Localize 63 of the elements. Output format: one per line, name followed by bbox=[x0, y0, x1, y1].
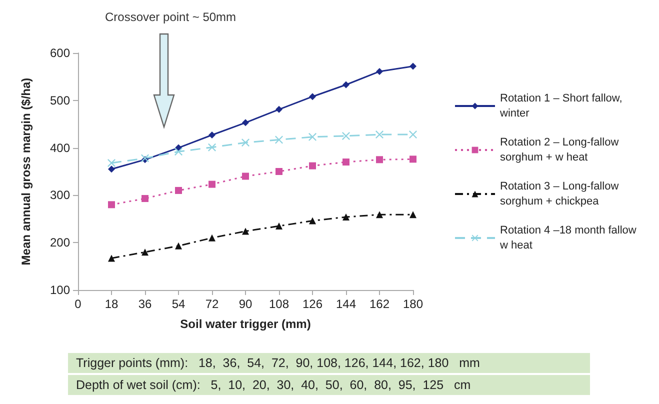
point bbox=[142, 195, 148, 202]
legend-label: Rotation 3 – Long-fallow sorghum + chickpea bbox=[500, 180, 622, 208]
y-tick-label: 400 bbox=[50, 140, 70, 155]
point bbox=[108, 166, 115, 173]
point bbox=[276, 106, 282, 113]
point bbox=[409, 130, 417, 139]
point bbox=[208, 132, 216, 138]
point bbox=[276, 168, 282, 175]
point bbox=[342, 158, 350, 166]
point bbox=[376, 68, 383, 75]
point bbox=[208, 234, 216, 242]
legend-label: Rotation 1 – Short fallow, winter bbox=[499, 92, 626, 120]
point bbox=[342, 81, 350, 88]
point bbox=[242, 119, 249, 126]
point bbox=[108, 201, 115, 208]
x-tick-label: 72 bbox=[205, 297, 219, 311]
y-axis-title: Mean annual gross margin ($/ha) bbox=[19, 78, 33, 266]
point bbox=[309, 93, 316, 100]
point bbox=[410, 62, 416, 70]
point bbox=[410, 211, 416, 218]
x-tick-label: 108 bbox=[268, 297, 290, 311]
x-tick-label: 126 bbox=[302, 297, 323, 311]
point bbox=[175, 186, 182, 194]
text: Trigger points (mm): 18, 36, 54, 72, 90, 108, 126, 144, 162, 180 mm bbox=[68, 353, 590, 373]
point bbox=[242, 138, 250, 147]
point bbox=[276, 222, 282, 230]
text: Crossover point ~ 50mm bbox=[105, 10, 236, 24]
x-tick-label: 36 bbox=[138, 297, 152, 311]
text: Depth of wet soil (cm): 5, 10, 20, 30, 40, 50, 60, 80, 95, 125 cm bbox=[68, 375, 590, 395]
x-tick-label: 162 bbox=[369, 297, 390, 311]
y-tick-label: 600 bbox=[50, 46, 70, 60]
point bbox=[242, 172, 249, 180]
legend-label: Rotation 2 – Long-fallow sorghum + w heat bbox=[500, 136, 622, 164]
point bbox=[174, 148, 182, 156]
point bbox=[309, 217, 316, 224]
point bbox=[410, 156, 416, 163]
point bbox=[342, 214, 350, 221]
point bbox=[108, 158, 116, 167]
point bbox=[208, 180, 216, 188]
point bbox=[376, 130, 384, 139]
y-tick-label: 100 bbox=[50, 283, 70, 297]
x-axis-title: Soil water trigger (mm) bbox=[180, 317, 311, 331]
y-tick-label: 300 bbox=[50, 188, 70, 202]
point bbox=[208, 143, 216, 152]
y-tick-label: 500 bbox=[50, 93, 70, 108]
point bbox=[175, 242, 182, 250]
point bbox=[376, 156, 383, 164]
legend-label: Rotation 4 –18 month fallow w heat bbox=[499, 224, 642, 252]
point bbox=[308, 132, 316, 141]
point bbox=[376, 211, 383, 218]
point bbox=[142, 248, 148, 256]
x-tick-label: 18 bbox=[104, 297, 118, 311]
point bbox=[275, 136, 283, 144]
x-tick-label: 90 bbox=[238, 297, 252, 311]
point bbox=[242, 228, 249, 235]
x-tick-label: 180 bbox=[402, 297, 424, 311]
point bbox=[342, 132, 350, 140]
y-tick-label: 200 bbox=[50, 236, 70, 250]
x-tick-label: 0 bbox=[74, 297, 82, 311]
x-tick-label: 54 bbox=[172, 297, 186, 311]
point bbox=[309, 162, 316, 170]
x-tick-label: 144 bbox=[336, 297, 356, 311]
point bbox=[108, 254, 115, 262]
